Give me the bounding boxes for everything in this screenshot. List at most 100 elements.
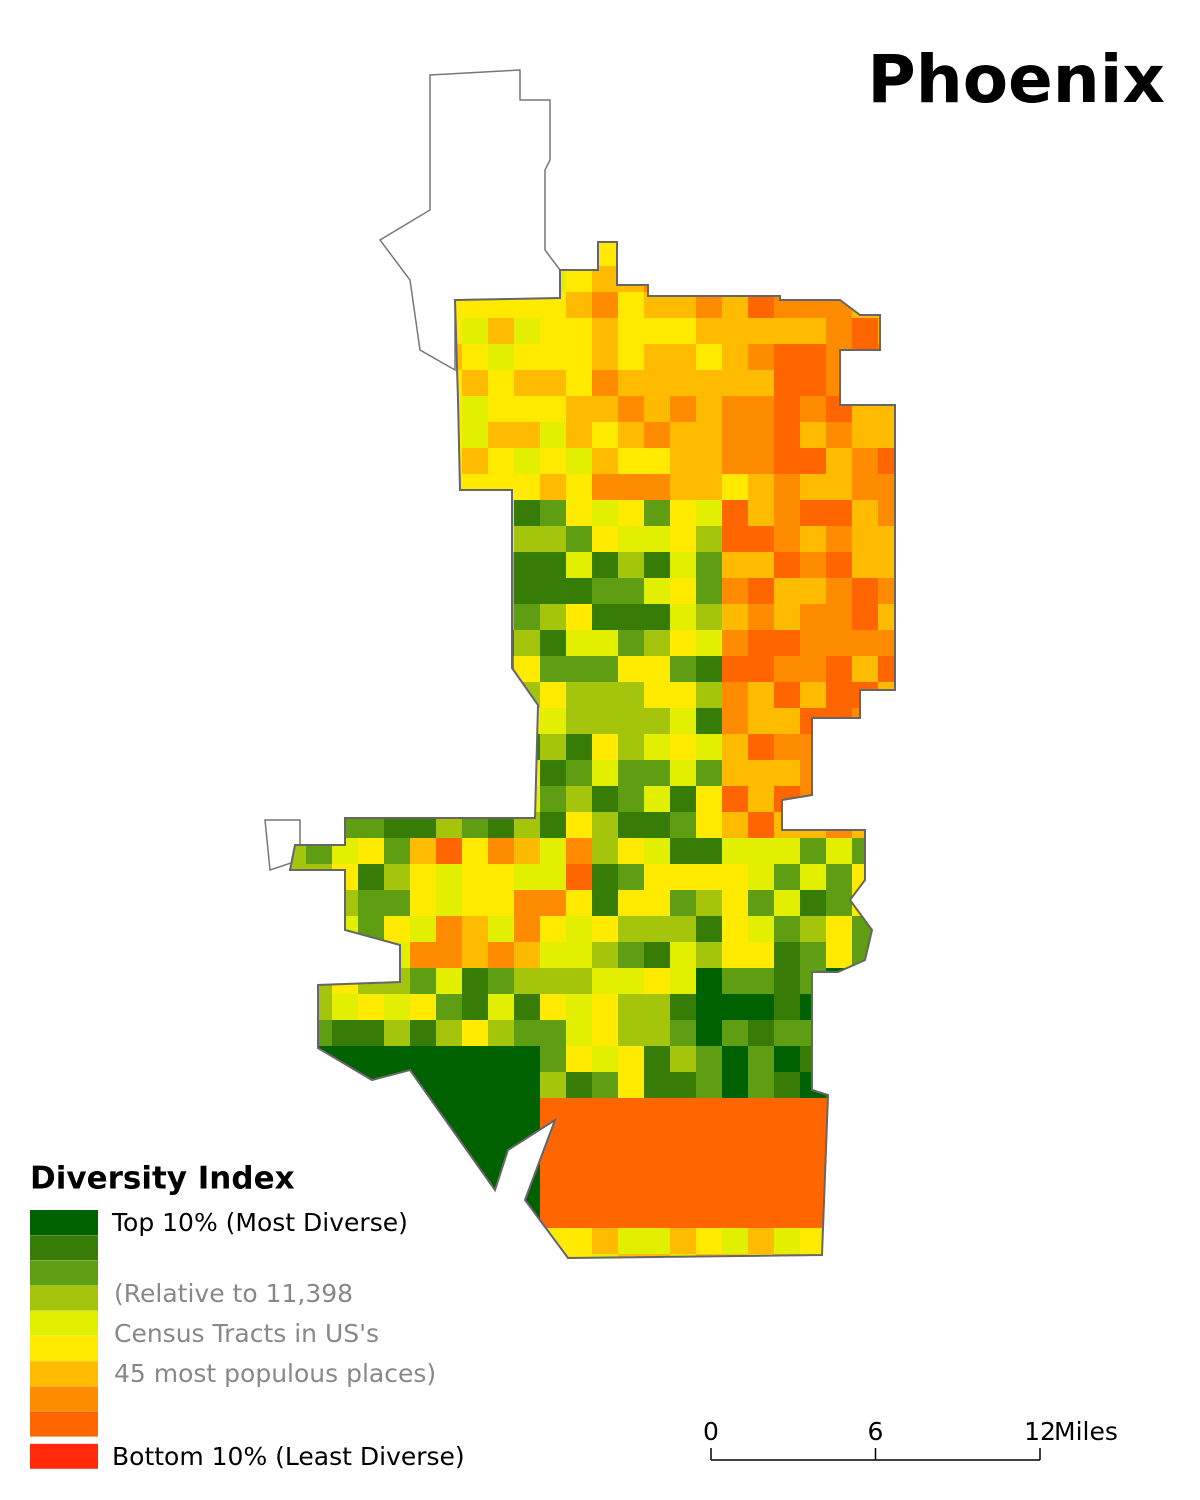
tract (618, 500, 645, 527)
tract (540, 890, 567, 917)
legend-swatch (30, 1336, 98, 1361)
tract (436, 786, 463, 813)
tract (290, 916, 307, 943)
tract (290, 1124, 307, 1151)
tract (462, 994, 489, 1021)
tract (670, 1228, 697, 1255)
tract (358, 1150, 385, 1177)
tract (290, 578, 307, 605)
tract (644, 942, 671, 969)
tract (306, 1150, 333, 1177)
tract (800, 630, 827, 657)
tract (670, 786, 697, 813)
tract (384, 604, 411, 631)
tracts (290, 242, 895, 1258)
tract (774, 656, 801, 683)
tract (722, 370, 749, 397)
tract (410, 1176, 437, 1203)
tract (462, 604, 489, 631)
tract (332, 1098, 359, 1125)
tract (826, 682, 853, 709)
tract (566, 474, 593, 501)
tract (290, 734, 307, 761)
tract (748, 318, 775, 345)
tract (514, 1254, 541, 1258)
tract (748, 942, 775, 969)
tract (748, 1098, 775, 1125)
tract (878, 396, 895, 423)
tract (618, 422, 645, 449)
tract (540, 838, 567, 865)
tract (748, 422, 775, 449)
tract (436, 1072, 463, 1099)
tract (436, 1046, 463, 1073)
tract (514, 1098, 541, 1125)
tract (462, 526, 489, 553)
tract (358, 1176, 385, 1203)
tract (410, 864, 437, 891)
tract (290, 242, 307, 267)
tract (800, 760, 827, 787)
tract (332, 1176, 359, 1203)
tract (566, 1176, 593, 1203)
tract (488, 1228, 515, 1255)
tract (748, 968, 775, 995)
tract (670, 890, 697, 917)
tract (592, 1228, 619, 1255)
tract (878, 1124, 895, 1151)
tract (290, 1254, 307, 1258)
tract (644, 812, 671, 839)
tract (592, 474, 619, 501)
tract (800, 1098, 827, 1125)
tract (670, 344, 697, 371)
tract (540, 1150, 567, 1177)
legend-note: 45 most populous places) (114, 1359, 436, 1388)
tract (748, 1124, 775, 1151)
tract (670, 994, 697, 1021)
tract (774, 370, 801, 397)
tract (696, 916, 723, 943)
tract (852, 266, 879, 293)
tract (696, 500, 723, 527)
tract (748, 1254, 775, 1258)
tract (826, 760, 853, 787)
tract (774, 474, 801, 501)
tract (462, 318, 489, 345)
tract (290, 760, 307, 787)
tract (696, 1124, 723, 1151)
tract (644, 552, 671, 579)
tract (462, 656, 489, 683)
tract (878, 292, 895, 319)
tract (410, 396, 437, 423)
tract (696, 370, 723, 397)
tract (826, 890, 853, 917)
tract (290, 1098, 307, 1125)
tract (290, 552, 307, 579)
tract (852, 1020, 879, 1047)
tract (748, 344, 775, 371)
tract (462, 1046, 489, 1073)
tract (290, 318, 307, 345)
tract (852, 760, 879, 787)
tract (358, 500, 385, 527)
tract (878, 1150, 895, 1177)
tract (618, 838, 645, 865)
tract (462, 370, 489, 397)
tract (696, 786, 723, 813)
tract (592, 1254, 619, 1258)
tract (618, 318, 645, 345)
tract (290, 292, 307, 319)
tract (566, 1046, 593, 1073)
tract (722, 630, 749, 657)
tract (800, 1072, 827, 1099)
legend-swatch (30, 1210, 98, 1235)
tract (290, 448, 307, 475)
tract (670, 968, 697, 995)
tract (826, 838, 853, 865)
tract (462, 1202, 489, 1229)
tract (592, 500, 619, 527)
tract (514, 396, 541, 423)
tract (358, 942, 385, 969)
tract (384, 474, 411, 501)
